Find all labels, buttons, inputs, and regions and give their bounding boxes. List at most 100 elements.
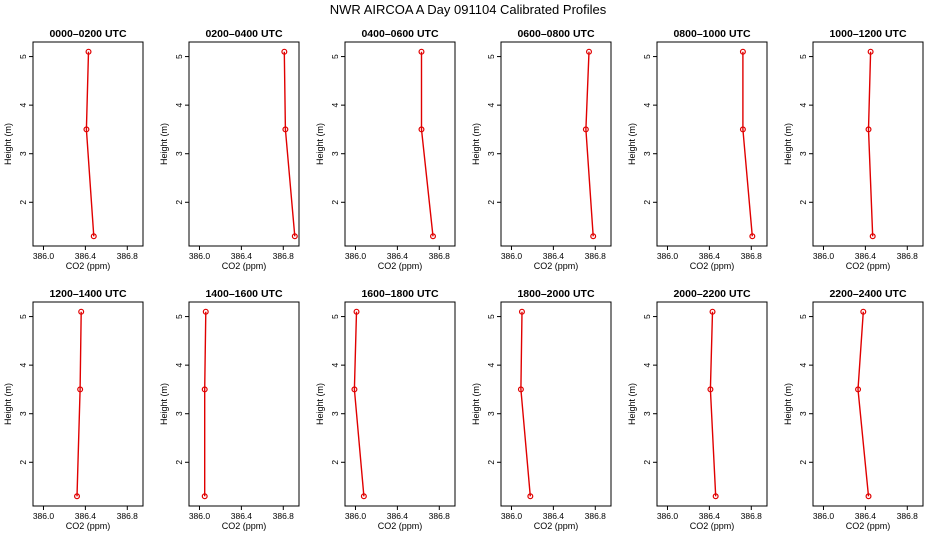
y-tick-label: 2 <box>642 200 652 205</box>
x-tick-label: 386.8 <box>429 251 451 261</box>
x-tick-label: 386.4 <box>543 511 565 521</box>
y-tick-label: 2 <box>798 460 808 465</box>
x-axis-label: CO2 (ppm) <box>846 261 891 271</box>
y-tick-label: 4 <box>18 363 28 368</box>
y-axis-label: Height (m) <box>159 383 169 425</box>
data-point <box>351 386 358 393</box>
profile-line <box>709 311 717 497</box>
panel-title: 1800–2000 UTC <box>517 288 594 300</box>
y-tick-label: 2 <box>486 200 496 205</box>
plot-frame <box>812 301 924 507</box>
data-point <box>749 233 756 240</box>
y-axis-label: Height (m) <box>471 123 481 165</box>
x-tick-label: 386.8 <box>117 251 139 261</box>
x-tick-label: 386.0 <box>189 511 211 521</box>
panel-7: 1200–1400 UTC 386.0 386.4 386.8 2 3 4 5 CO2 (ppm… <box>3 288 144 531</box>
y-tick-label: 2 <box>174 200 184 205</box>
x-axis-label: CO2 (ppm) <box>222 261 267 271</box>
x-tick-label: 386.0 <box>501 511 523 521</box>
x-tick-label: 386.8 <box>897 251 919 261</box>
data-point <box>585 48 592 55</box>
y-tick-label: 3 <box>330 151 340 156</box>
y-tick-label: 5 <box>330 54 340 59</box>
y-tick-label: 4 <box>486 103 496 108</box>
panel-3: 0400–0600 UTC 386.0 386.4 386.8 2 3 4 5 CO2 (ppm… <box>315 28 456 271</box>
plot-frame <box>500 301 612 507</box>
y-tick-label: 3 <box>174 151 184 156</box>
profile-line <box>585 51 594 237</box>
y-tick-label: 5 <box>798 314 808 319</box>
plot-frame <box>32 41 144 247</box>
data-point <box>281 48 288 55</box>
x-tick-label: 386.0 <box>189 251 211 261</box>
data-point <box>77 386 84 393</box>
panel-title: 2000–2200 UTC <box>673 288 750 300</box>
y-tick-label: 2 <box>174 460 184 465</box>
x-axis-label: CO2 (ppm) <box>534 521 579 531</box>
plot-frame <box>344 41 456 247</box>
y-tick-label: 3 <box>18 151 28 156</box>
x-tick-label: 386.4 <box>387 511 409 521</box>
profile-line <box>85 51 95 237</box>
data-point <box>83 126 90 133</box>
plot-frame <box>656 41 768 247</box>
x-axis-label: CO2 (ppm) <box>690 521 735 531</box>
data-point <box>517 386 524 393</box>
panel-6: 1000–1200 UTC 386.0 386.4 386.8 2 3 4 5 CO2 (ppm… <box>783 28 924 271</box>
profile-line <box>420 51 434 237</box>
y-axis-label: Height (m) <box>315 123 325 165</box>
y-axis-label: Height (m) <box>627 383 637 425</box>
y-tick-label: 3 <box>486 151 496 156</box>
y-tick-label: 4 <box>174 363 184 368</box>
x-tick-label: 386.0 <box>657 251 679 261</box>
x-tick-label: 386.8 <box>585 511 607 521</box>
panel-4: 0600–0800 UTC 386.0 386.4 386.8 2 3 4 5 CO2 (ppm… <box>471 28 612 271</box>
plot-frame <box>656 301 768 507</box>
profile-line <box>283 51 296 237</box>
y-tick-label: 4 <box>330 103 340 108</box>
y-tick-label: 3 <box>486 411 496 416</box>
y-axis-label: Height (m) <box>627 123 637 165</box>
profile-line <box>867 51 874 237</box>
y-axis-label: Height (m) <box>471 383 481 425</box>
y-axis-label: Height (m) <box>3 383 13 425</box>
figure-title: NWR AIRCOA A Day 091104 Calibrated Profi… <box>330 2 607 17</box>
data-point <box>291 233 298 240</box>
y-tick-label: 5 <box>642 314 652 319</box>
panel-title: 0000–0200 UTC <box>49 28 126 40</box>
x-tick-label: 386.8 <box>429 511 451 521</box>
panel-10: 1800–2000 UTC 386.0 386.4 386.8 2 3 4 5 CO2 (ppm… <box>471 288 612 531</box>
panel-title: 2200–2400 UTC <box>829 288 906 300</box>
data-point <box>85 48 92 55</box>
x-tick-label: 386.4 <box>543 251 565 261</box>
y-tick-label: 4 <box>798 103 808 108</box>
data-point <box>867 48 874 55</box>
x-tick-label: 386.0 <box>345 251 367 261</box>
y-tick-label: 2 <box>330 200 340 205</box>
x-tick-label: 386.8 <box>585 251 607 261</box>
data-point <box>869 233 876 240</box>
y-tick-label: 5 <box>486 54 496 59</box>
data-point <box>865 126 872 133</box>
y-tick-label: 5 <box>330 314 340 319</box>
y-tick-label: 5 <box>486 314 496 319</box>
y-tick-label: 5 <box>18 54 28 59</box>
plot-frame <box>188 301 300 507</box>
data-point <box>73 493 80 500</box>
x-tick-label: 386.4 <box>75 251 97 261</box>
panel-1: 0000–0200 UTC 386.0 386.4 386.8 2 3 4 5 CO2 (ppm… <box>3 28 144 271</box>
y-tick-label: 3 <box>798 151 808 156</box>
plot-frame <box>812 41 924 247</box>
data-point <box>418 126 425 133</box>
plot-frame <box>188 41 300 247</box>
x-tick-label: 386.0 <box>813 511 835 521</box>
y-tick-label: 2 <box>330 460 340 465</box>
panel-2: 0200–0400 UTC 386.0 386.4 386.8 2 3 4 5 CO2 (ppm… <box>159 28 300 271</box>
panel-5: 0800–1000 UTC 386.0 386.4 386.8 2 3 4 5 CO2 (ppm… <box>627 28 768 271</box>
data-point <box>201 386 208 393</box>
y-tick-label: 5 <box>798 54 808 59</box>
x-tick-label: 386.8 <box>273 511 295 521</box>
data-point <box>860 308 867 315</box>
data-point <box>739 126 746 133</box>
